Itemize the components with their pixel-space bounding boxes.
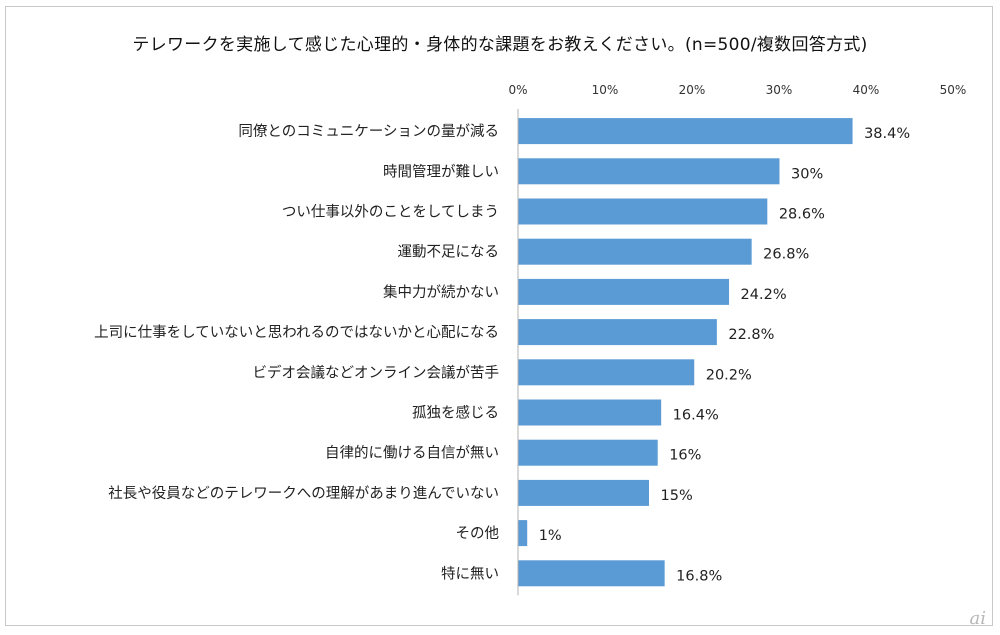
chart-title: テレワークを実施して感じた心理的・身体的な課題をお教えください。(n=500/複…: [132, 35, 868, 55]
data-label: 16%: [669, 448, 701, 464]
bar: [518, 560, 665, 587]
category-label: 運動不足になる: [398, 244, 500, 261]
bar: [518, 118, 853, 145]
bar: [518, 439, 658, 466]
bar: [518, 359, 695, 386]
data-label: 15%: [661, 488, 693, 504]
category-label: 自律的に働ける自信が無い: [325, 445, 499, 462]
watermark-logo: ai: [969, 608, 987, 629]
category-label: 社長や役員などのテレワークへの理解があまり進んでいない: [108, 485, 499, 502]
category-label: 集中力が続かない: [383, 284, 499, 301]
category-label: ビデオ会議などオンライン会議が苦手: [253, 363, 500, 381]
data-label: 26.8%: [763, 247, 809, 263]
bar: [518, 479, 649, 506]
category-label: つい仕事以外のことをしてしまう: [282, 204, 499, 221]
x-tick-label: 0%: [508, 83, 527, 97]
x-tick-label: 10%: [592, 83, 619, 97]
x-tick-label: 30%: [766, 83, 793, 97]
bar: [518, 238, 752, 265]
bar: [518, 520, 528, 547]
x-tick-label: 50%: [940, 83, 967, 97]
data-label: 16.4%: [673, 408, 719, 424]
bar: [518, 158, 780, 185]
x-tick-label: 40%: [853, 83, 880, 97]
data-label: 30%: [791, 166, 823, 182]
bar: [518, 399, 662, 426]
category-label: 上司に仕事をしていないと思われるのではないかと心配になる: [94, 324, 499, 341]
data-label: 38.4%: [864, 126, 910, 142]
bar: [518, 319, 717, 346]
bar: [518, 278, 730, 305]
category-label: 特に無い: [441, 565, 499, 582]
data-label: 28.6%: [779, 207, 825, 223]
data-label: 1%: [539, 528, 562, 544]
category-label: その他: [456, 525, 500, 542]
category-label: 同僚とのコミュニケーションの量が減る: [238, 123, 499, 140]
data-label: 24.2%: [741, 287, 787, 303]
data-label: 22.8%: [728, 327, 774, 343]
data-label: 16.8%: [676, 568, 722, 584]
x-tick-label: 20%: [679, 83, 706, 97]
chart-frame: [5, 6, 993, 626]
category-label: 孤独を感じる: [412, 405, 499, 422]
data-label: 20.2%: [706, 367, 752, 383]
category-label: 時間管理が難しい: [383, 163, 499, 180]
bar: [518, 198, 768, 225]
